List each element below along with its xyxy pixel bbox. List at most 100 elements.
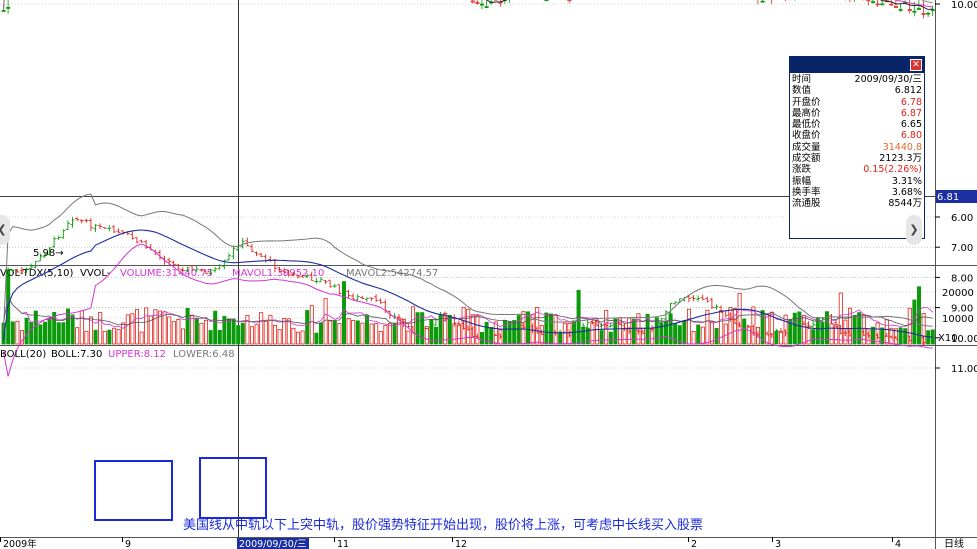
ohlc-bar <box>613 321 618 328</box>
ohlc-bar <box>475 333 480 339</box>
volume-bar <box>792 312 797 345</box>
volume-bar <box>38 324 43 345</box>
info-key: 成交量 <box>792 141 821 153</box>
volume-bar <box>581 326 586 345</box>
candle-body <box>470 0 475 3</box>
info-table: 时间 2009/09/30/三 数值 6.812 开盘价 6.78 最高价 6.87 最低价 6.… <box>790 74 924 210</box>
volume-bar <box>66 308 71 345</box>
ohlc-bar <box>305 273 310 279</box>
ohlc-bar <box>79 219 84 224</box>
current-price-tag: 6.81 <box>937 192 959 203</box>
data-info-window[interactable]: ✕ 时间 2009/09/30/三 数值 6.812 开盘价 6.78 最高价 6.87 最低价… <box>789 56 925 239</box>
ohlc-bar <box>834 319 839 328</box>
ohlc-bar <box>870 330 875 338</box>
date-tick-label: 4 <box>895 539 901 549</box>
volume-bar <box>493 321 498 345</box>
ohlc-bar <box>576 326 581 331</box>
info-value: 3.31% <box>891 175 922 187</box>
ohlc-bar <box>709 297 714 309</box>
ohlc-bar <box>75 217 80 221</box>
volume-bar <box>737 292 742 345</box>
scroll-left-arrow-icon[interactable]: ❮ <box>0 215 10 245</box>
volume-bar <box>47 317 52 345</box>
ma20-line <box>3 0 933 11</box>
volume-bar <box>323 298 328 345</box>
candle-body <box>760 0 765 3</box>
volume-bar <box>848 307 853 345</box>
candle <box>567 0 572 4</box>
ohlc-bar <box>470 326 475 338</box>
candle <box>917 0 922 11</box>
volume-bar <box>318 322 323 345</box>
ohlc-bar <box>636 328 641 335</box>
candle-body <box>898 9 903 11</box>
volume-bar <box>194 318 199 345</box>
volume-bar <box>231 318 236 345</box>
boll-mid-line <box>2 229 933 341</box>
candle <box>544 0 549 2</box>
ohlc-bar <box>705 296 710 303</box>
mavol2-label: MAVOL2:54274.57 <box>346 268 438 279</box>
ohlc-bar <box>259 252 264 257</box>
ohlc-bar <box>111 225 116 233</box>
volume-bar <box>691 331 696 345</box>
ohlc-bar <box>351 293 356 301</box>
candle-body <box>544 0 549 2</box>
volume-bar <box>502 319 507 345</box>
candle-body <box>871 1 876 3</box>
ohlc-bar <box>10 269 15 273</box>
ohlc-bar <box>489 335 494 339</box>
info-window-titlebar[interactable]: ✕ <box>790 57 924 73</box>
volume-bar <box>728 307 733 345</box>
date-tick-label: 9 <box>125 539 131 549</box>
volume-bar <box>475 315 480 345</box>
ohlc-bar <box>318 276 323 283</box>
volume-bar <box>355 320 360 345</box>
boll-tick-label: 6.00 <box>951 213 973 224</box>
ohlc-bar <box>691 295 696 302</box>
ohlc-bar <box>581 322 586 330</box>
info-row: 成交额 2123.3万 <box>790 153 924 164</box>
candle <box>484 0 489 9</box>
volume-bar <box>291 327 296 345</box>
ohlc-bar <box>47 247 52 256</box>
ohlc-bar <box>861 329 866 337</box>
volume-bar <box>456 324 461 345</box>
scroll-right-arrow-icon[interactable]: ❯ <box>906 215 922 245</box>
volume-bar <box>93 329 98 345</box>
volume-bar <box>599 330 604 345</box>
volume-bar <box>130 313 135 345</box>
ohlc-bar <box>56 235 61 240</box>
candle-body <box>875 3 880 6</box>
info-value: 2123.3万 <box>879 153 922 165</box>
candle <box>926 11 931 17</box>
ohlc-bar <box>466 324 471 331</box>
candle <box>849 0 851 3</box>
ohlc-bar <box>314 278 319 284</box>
volume-bar <box>203 319 208 345</box>
ohlc-bar <box>24 267 29 273</box>
volume-bar <box>765 313 770 345</box>
info-row: 时间 2009/09/30/三 <box>790 74 924 85</box>
volume-bar <box>424 326 429 345</box>
candle <box>470 0 475 4</box>
volume-bar <box>245 314 250 345</box>
date-tick-label: 11 <box>337 539 349 549</box>
ohlc-bar <box>70 217 75 228</box>
ohlc-bar <box>433 317 438 326</box>
boll-tick-label: 11.00 <box>951 364 977 375</box>
ohlc-bar <box>921 335 926 345</box>
ohlc-bar <box>369 297 374 302</box>
ohlc-bar <box>608 322 613 328</box>
candle-body <box>930 9 935 11</box>
ohlc-bar <box>801 321 806 325</box>
volume-bar <box>107 329 112 345</box>
ohlc-bar <box>203 270 208 274</box>
close-icon[interactable]: ✕ <box>910 59 922 71</box>
ohlc-bar <box>673 301 678 305</box>
info-key: 最低价 <box>792 119 821 131</box>
volume-bar <box>79 310 84 345</box>
volume-bar <box>116 329 121 345</box>
candle <box>771 0 773 4</box>
